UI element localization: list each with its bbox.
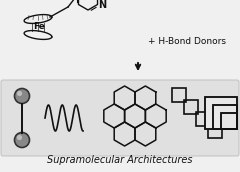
Text: N: N: [99, 0, 107, 9]
Circle shape: [17, 135, 22, 140]
Bar: [221, 113, 237, 129]
Bar: [205, 97, 237, 129]
Bar: [213, 105, 237, 129]
Bar: [184, 100, 198, 114]
Bar: [208, 124, 222, 138]
Bar: [172, 88, 186, 102]
Circle shape: [14, 89, 30, 104]
FancyBboxPatch shape: [1, 80, 239, 156]
Text: Supramolecular Architectures: Supramolecular Architectures: [47, 155, 193, 165]
Bar: [213, 105, 237, 129]
Circle shape: [17, 91, 22, 96]
Text: + H-Bond Donors: + H-Bond Donors: [148, 37, 226, 46]
Bar: [196, 112, 210, 126]
Bar: [205, 97, 237, 129]
Text: Fe: Fe: [33, 22, 45, 31]
Circle shape: [14, 132, 30, 148]
Bar: [221, 113, 237, 129]
